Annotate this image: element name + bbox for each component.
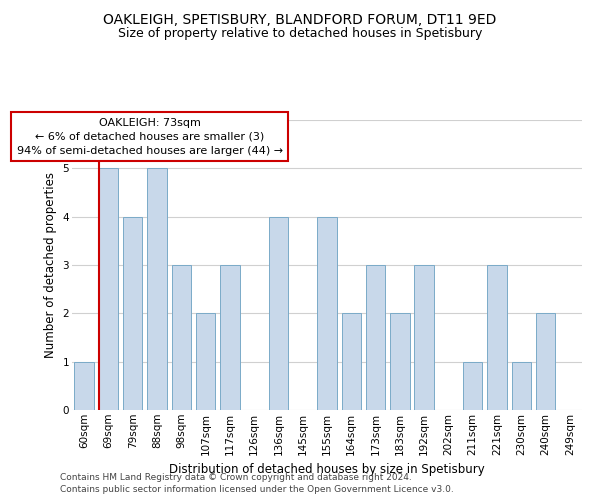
Bar xyxy=(415,265,434,410)
Bar xyxy=(341,314,361,410)
X-axis label: Distribution of detached houses by size in Spetisbury: Distribution of detached houses by size … xyxy=(169,463,485,476)
Bar xyxy=(147,168,167,410)
Bar xyxy=(390,314,410,410)
Bar xyxy=(512,362,531,410)
Text: OAKLEIGH: 73sqm
← 6% of detached houses are smaller (3)
94% of semi-detached hou: OAKLEIGH: 73sqm ← 6% of detached houses … xyxy=(17,118,283,156)
Text: Contains public sector information licensed under the Open Government Licence v3: Contains public sector information licen… xyxy=(60,485,454,494)
Bar xyxy=(317,216,337,410)
Bar xyxy=(487,265,507,410)
Bar xyxy=(123,216,142,410)
Bar xyxy=(366,265,385,410)
Text: Contains HM Land Registry data © Crown copyright and database right 2024.: Contains HM Land Registry data © Crown c… xyxy=(60,472,412,482)
Bar xyxy=(463,362,482,410)
Y-axis label: Number of detached properties: Number of detached properties xyxy=(44,172,57,358)
Bar xyxy=(172,265,191,410)
Bar xyxy=(74,362,94,410)
Text: OAKLEIGH, SPETISBURY, BLANDFORD FORUM, DT11 9ED: OAKLEIGH, SPETISBURY, BLANDFORD FORUM, D… xyxy=(103,12,497,26)
Bar xyxy=(536,314,555,410)
Bar xyxy=(269,216,288,410)
Text: Size of property relative to detached houses in Spetisbury: Size of property relative to detached ho… xyxy=(118,28,482,40)
Bar xyxy=(196,314,215,410)
Bar xyxy=(99,168,118,410)
Bar xyxy=(220,265,239,410)
